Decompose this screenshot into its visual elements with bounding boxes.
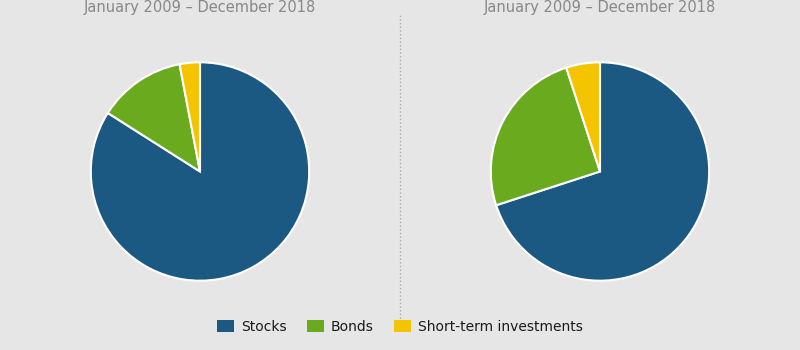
Wedge shape [496,62,709,281]
Legend: Stocks, Bonds, Short-term investments: Stocks, Bonds, Short-term investments [211,314,589,340]
Text: January 2009 – December 2018: January 2009 – December 2018 [84,0,316,15]
Wedge shape [108,64,200,172]
Wedge shape [566,62,600,172]
Wedge shape [179,62,200,172]
Wedge shape [91,62,309,281]
Text: January 2009 – December 2018: January 2009 – December 2018 [484,0,716,15]
Wedge shape [491,68,600,205]
